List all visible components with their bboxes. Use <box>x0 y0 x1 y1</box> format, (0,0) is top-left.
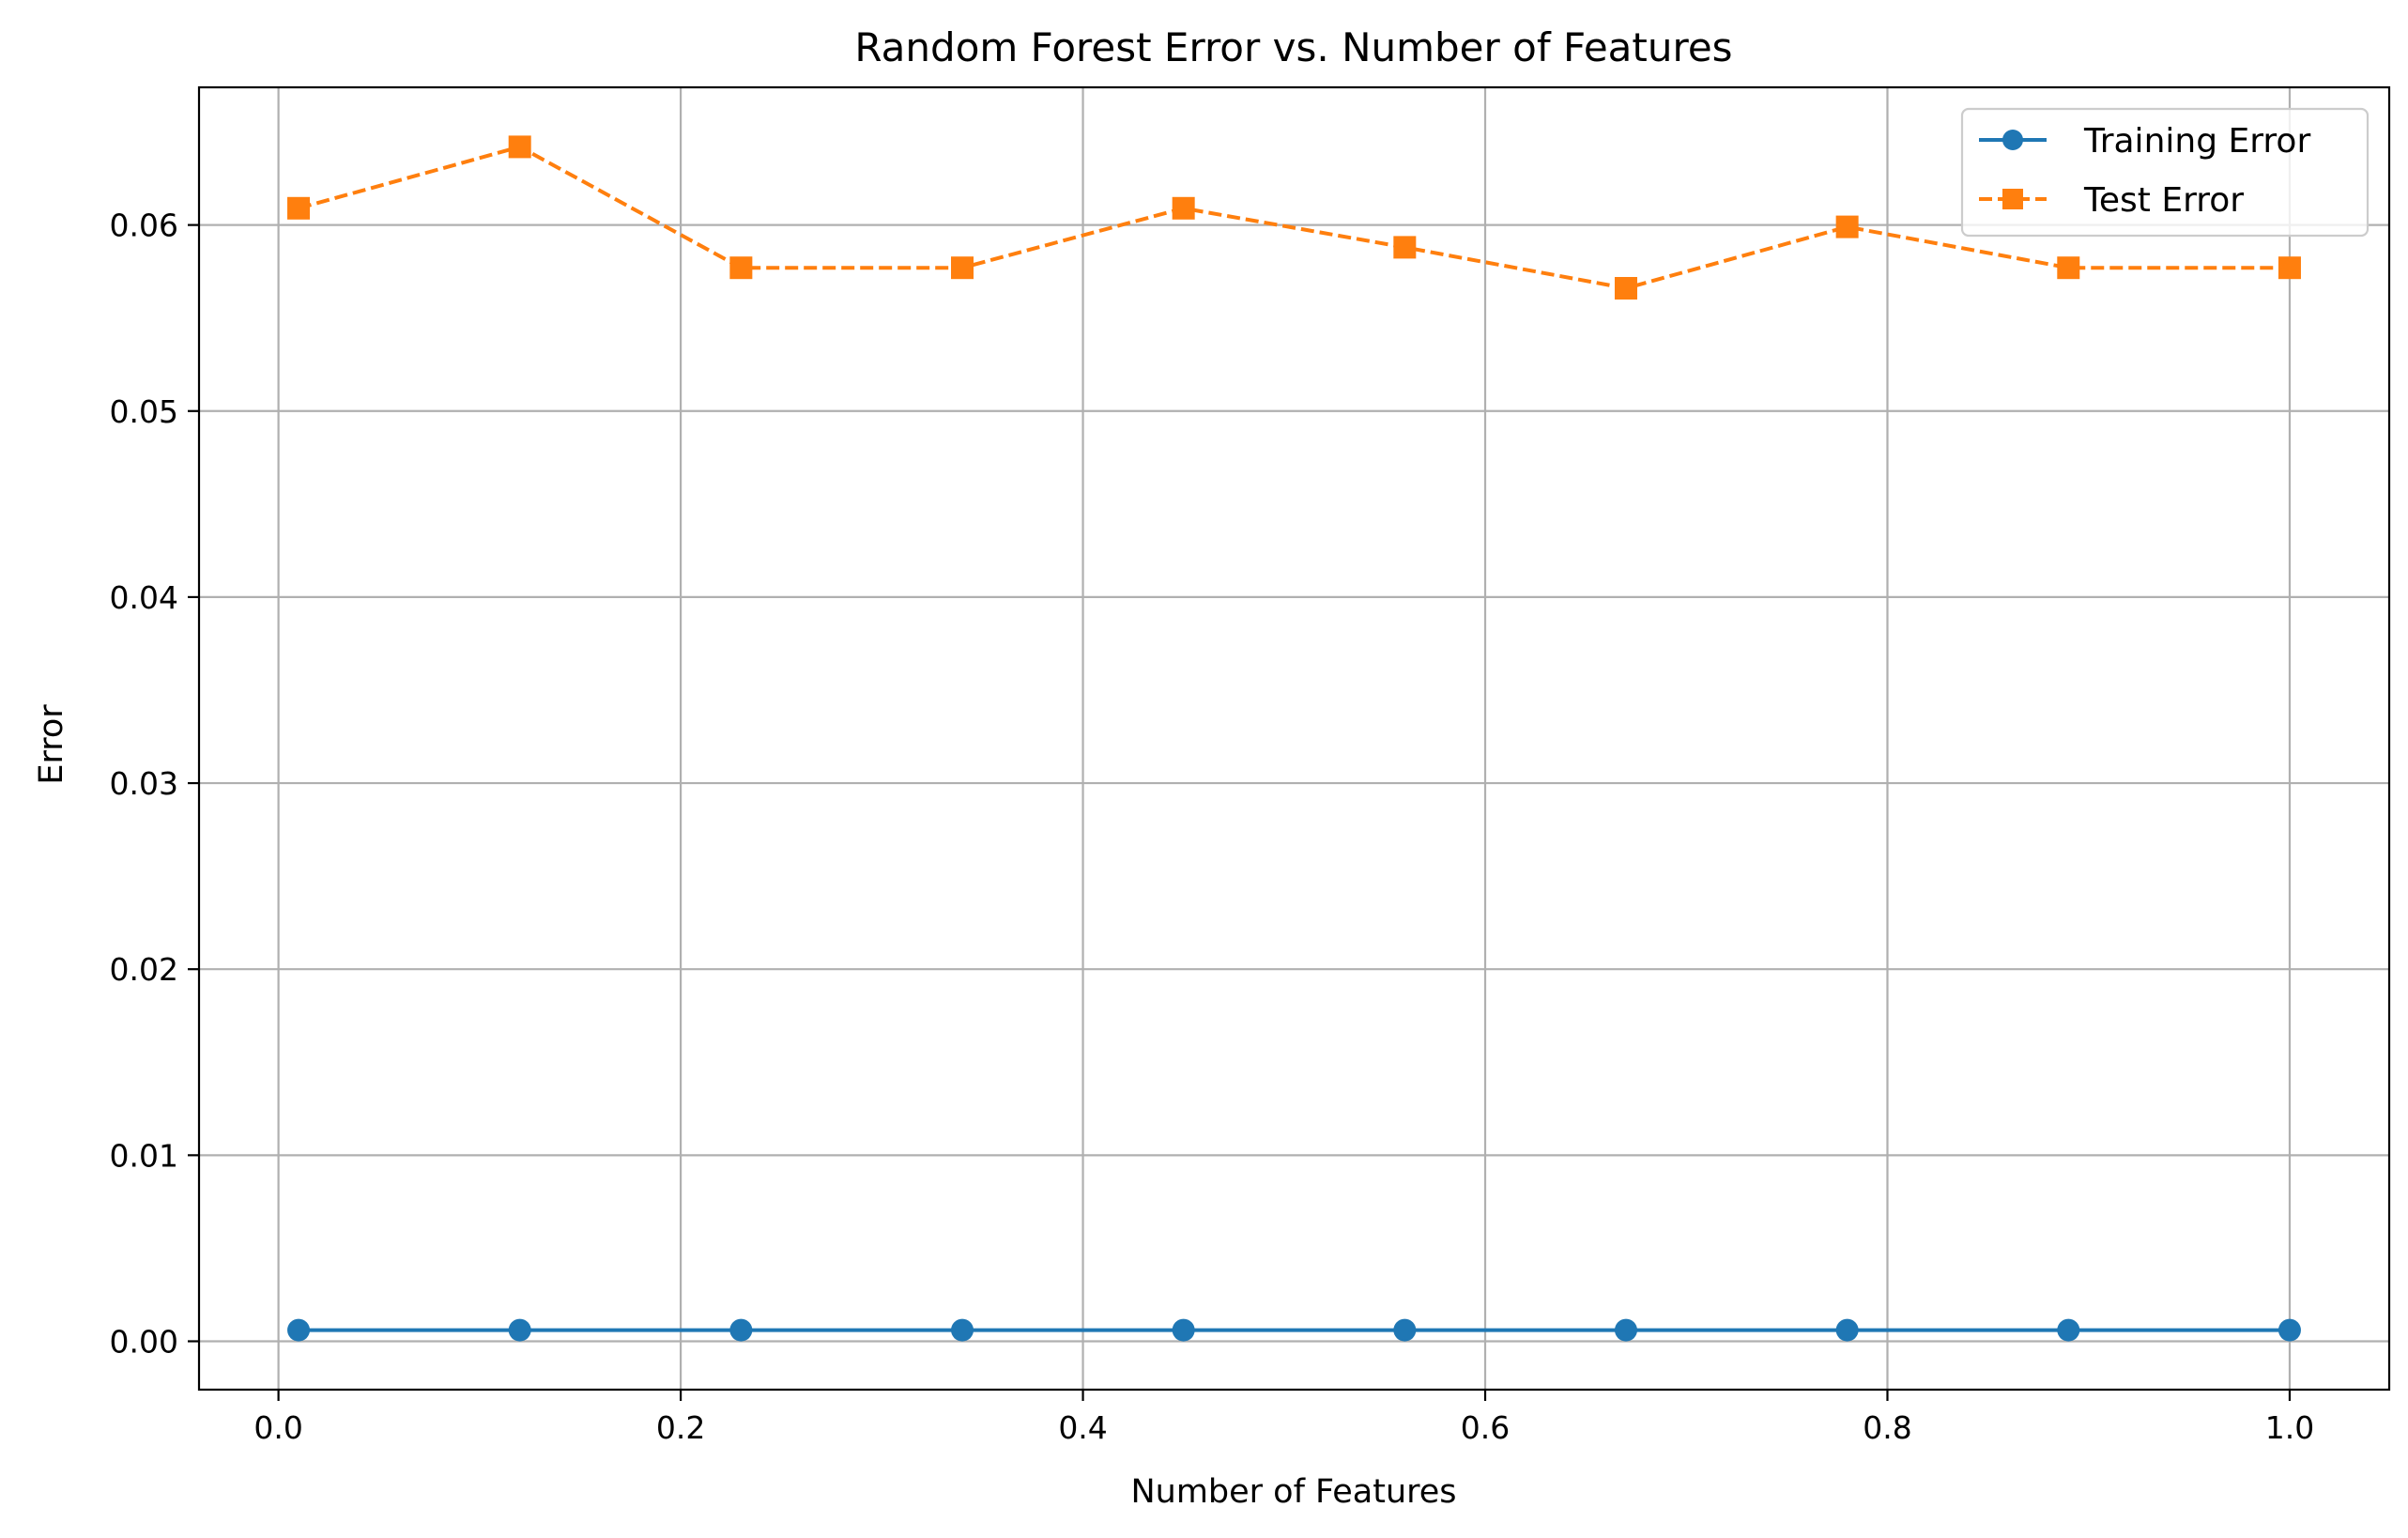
series-layer <box>287 135 2301 1342</box>
plot-frame <box>197 85 2391 1392</box>
legend-label-test: Test Error <box>2083 181 2244 220</box>
x-tick-label: 0.6 <box>1461 1409 1510 1446</box>
data-point-training-error <box>951 1318 974 1342</box>
y-tick-label: 0.03 <box>110 765 178 802</box>
data-point-training-error <box>2278 1318 2301 1342</box>
y-tick-label: 0.05 <box>110 393 178 430</box>
legend-entry-test: Test Error <box>1979 181 2244 220</box>
y-tick-label: 0.00 <box>110 1323 178 1360</box>
legend-marker-test <box>2002 189 2023 209</box>
x-tick-label: 0.8 <box>1863 1409 1911 1446</box>
legend-label-training: Training Error <box>2083 122 2310 161</box>
data-point-test-error <box>1172 196 1195 220</box>
x-axis: 0.0 0.2 0.4 0.6 0.8 1.0 <box>253 1390 2314 1446</box>
y-axis: 0.00 0.01 0.02 0.03 0.04 0.05 0.06 <box>110 208 199 1360</box>
plot-background <box>199 87 2389 1390</box>
data-point-test-error <box>508 135 531 159</box>
legend: Training Error Test Error <box>1960 107 2370 238</box>
y-tick-label: 0.01 <box>110 1137 178 1174</box>
data-point-training-error <box>1835 1318 1859 1342</box>
y-tick-label: 0.04 <box>110 579 178 616</box>
x-tick-label: 0.2 <box>656 1409 705 1446</box>
series-training-error <box>287 1318 2301 1342</box>
data-point-training-error <box>1393 1318 1417 1342</box>
data-point-test-error <box>729 256 753 280</box>
y-tick-label: 0.02 <box>110 951 178 988</box>
series-test-error <box>287 135 2301 300</box>
series-line-test-error <box>298 145 2290 290</box>
data-point-training-error <box>1614 1318 1637 1342</box>
data-point-test-error <box>2278 256 2301 280</box>
chart-title: Random Forest Error vs. Number of Featur… <box>854 24 1732 70</box>
data-point-training-error <box>729 1318 753 1342</box>
legend-box <box>1960 107 2370 238</box>
x-axis-label: Number of Features <box>1130 1473 1456 1511</box>
y-axis-label: Error <box>33 704 70 785</box>
data-point-training-error <box>1172 1318 1195 1342</box>
legend-entry-training: Training Error <box>1979 122 2310 161</box>
data-point-test-error <box>951 256 974 280</box>
data-point-training-error <box>287 1318 311 1342</box>
data-point-test-error <box>1835 215 1859 238</box>
x-tick-label: 0.4 <box>1058 1409 1107 1446</box>
data-point-training-error <box>508 1318 531 1342</box>
plot-area <box>197 85 2391 1392</box>
data-point-test-error <box>287 196 311 220</box>
x-tick-label: 0.0 <box>253 1409 302 1446</box>
data-point-test-error <box>2057 256 2080 280</box>
legend-marker-training <box>2002 130 2023 150</box>
x-tick-label: 1.0 <box>2265 1409 2314 1446</box>
data-point-test-error <box>1614 276 1637 300</box>
grid <box>199 87 2389 1390</box>
data-point-test-error <box>1393 236 1417 259</box>
data-point-training-error <box>2057 1318 2080 1342</box>
y-tick-label: 0.06 <box>110 208 178 244</box>
